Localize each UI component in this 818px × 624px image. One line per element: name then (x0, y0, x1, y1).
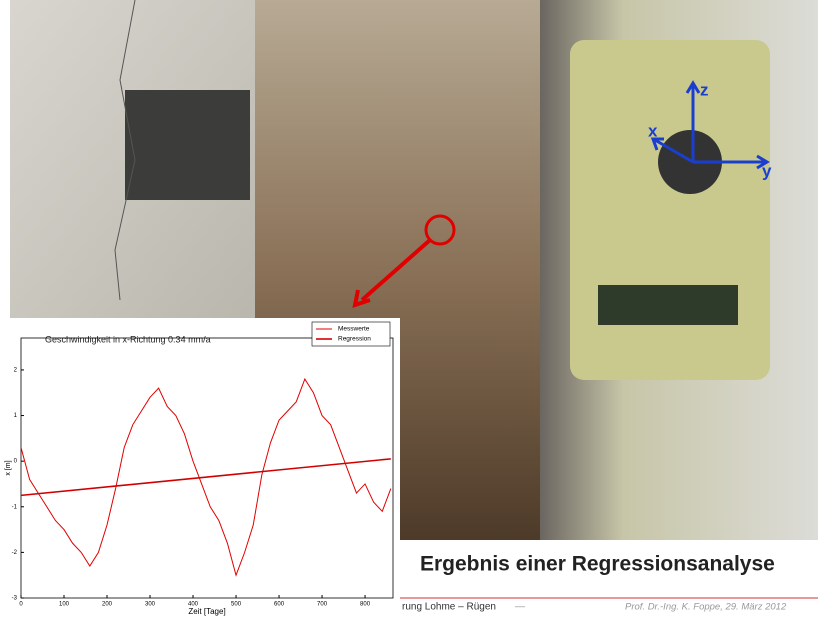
x-tick-label: 600 (274, 602, 285, 608)
x-tick-label: 400 (188, 602, 199, 608)
axis-label: y (762, 161, 772, 180)
axis-label: z (700, 80, 709, 99)
footer-text: Prof. Dr.-Ing. K. Foppe, 29. März 2012 (625, 602, 787, 613)
slide-title: Ergebnis einer Regressionsanalyse (420, 553, 775, 576)
footer-text: rung Lohme – Rügen (402, 602, 496, 613)
page: z x y Ergebnis einer Regressionsanalyse … (0, 0, 818, 619)
x-tick-label: 100 (59, 602, 70, 608)
x-tick-label: 300 (145, 602, 156, 608)
axis-label: x (648, 121, 658, 140)
y-tick-label: -2 (12, 550, 18, 556)
instrument-body (570, 40, 770, 380)
window (125, 90, 250, 200)
chart-title: Geschwindigkeit in x-Richtung 0.34 mm/a (45, 334, 211, 344)
instrument-display (598, 285, 738, 325)
legend-label: Regression (338, 336, 371, 343)
chart-panel (0, 318, 400, 613)
x-axis-label: Zeit [Tage] (188, 607, 225, 616)
footer-text: — (515, 602, 525, 613)
x-tick-label: 800 (360, 602, 371, 608)
y-tick-label: -1 (12, 504, 18, 510)
y-tick-label: -3 (12, 596, 18, 602)
x-tick-label: 200 (102, 602, 113, 608)
x-tick-label: 700 (317, 602, 328, 608)
slide: z x y Ergebnis einer Regressionsanalyse … (0, 0, 818, 619)
legend-label: Messwerte (338, 326, 370, 333)
y-axis-label: x [m] (5, 460, 12, 475)
x-tick-label: 500 (231, 602, 242, 608)
